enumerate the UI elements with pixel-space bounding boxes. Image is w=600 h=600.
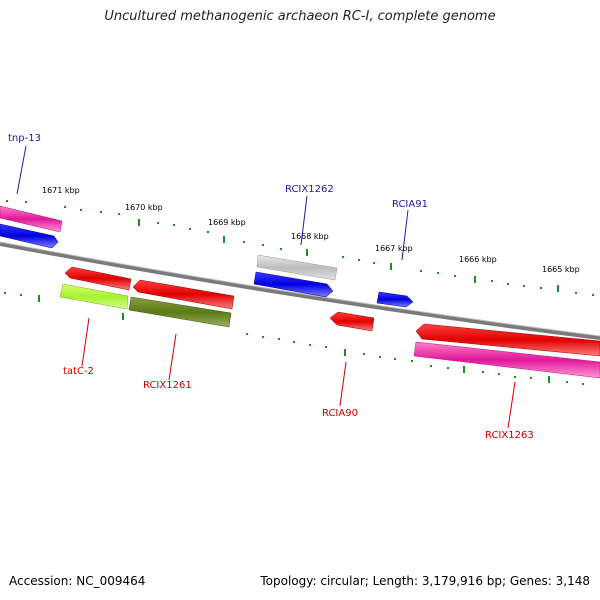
gene-label-RCIA90[interactable]: RCIA90 [322,408,358,419]
accession-text: Accession: NC_009464 [9,574,146,588]
gene-label-tnp-13[interactable]: tnp-13 [8,133,41,144]
upper-tick-track [6,200,594,296]
genome-backbone-highlight [0,241,600,337]
tick-label: 1669 kbp [208,218,246,227]
gene-RCIX1261-olive[interactable] [128,296,232,328]
gene-label-RCIA91[interactable]: RCIA91 [392,199,428,210]
label-leaders [16,145,516,429]
gene-RCIA90-red[interactable] [329,311,375,332]
gene-label-tatC-2[interactable]: tatC-2 [63,366,94,377]
gene-RCIX1263-pink[interactable] [413,341,600,379]
gene-tatC-2-red[interactable] [64,266,132,291]
tick-label: 1667 kbp [375,244,413,253]
tick-label: 1670 kbp [125,203,163,212]
gene-label-RCIX1262[interactable]: RCIX1262 [285,184,334,195]
gene-label-RCIX1263[interactable]: RCIX1263 [485,430,534,441]
gene-RCIX1262-blue[interactable] [253,271,334,298]
lower-tick-track [4,292,584,385]
gene-RCIA91-blue[interactable] [376,291,414,308]
tick-label: 1665 kbp [542,265,580,274]
gene-RCIX1263-red[interactable] [415,323,600,357]
gene-tnp-13-blue[interactable] [0,223,59,249]
gene-RCIX1261-red[interactable] [132,279,235,310]
tick-label: 1671 kbp [42,186,80,195]
gene-tatC-2-lime[interactable] [59,283,129,310]
genome-backbone [0,242,600,340]
tick-label: 1666 kbp [459,255,497,264]
gene-label-RCIX1261[interactable]: RCIX1261 [143,380,192,391]
gene-tnp-13-pink[interactable] [0,205,63,233]
genome-summary-text: Topology: circular; Length: 3,179,916 bp… [260,574,590,588]
gene-RCIX1262-gray[interactable] [256,254,338,281]
page-title: Uncultured methanogenic archaeon RC-I, c… [104,9,496,24]
tick-label: 1668 kbp [291,232,329,241]
